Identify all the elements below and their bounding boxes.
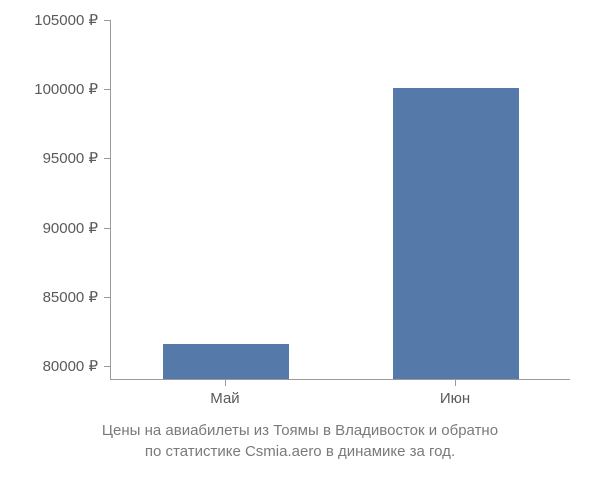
x-tick-mark [455,380,456,386]
chart-container: Цены на авиабилеты из Тоямы в Владивосто… [0,0,600,500]
caption-line1: Цены на авиабилеты из Тоямы в Владивосто… [102,422,498,439]
y-tick-label: 105000 ₽ [34,11,98,29]
y-tick-label: 85000 ₽ [43,288,98,306]
x-tick-mark [225,380,226,386]
y-tick-mark [104,89,110,90]
chart-caption: Цены на авиабилеты из Тоямы в Владивосто… [0,420,600,462]
bar [163,344,290,379]
caption-line2: по статистике Csmia.aero в динамике за г… [145,443,455,460]
bar [393,88,520,379]
x-tick-label: Май [210,390,239,407]
y-tick-mark [104,158,110,159]
y-tick-mark [104,20,110,21]
y-tick-label: 90000 ₽ [43,219,98,237]
plot-area [110,20,570,380]
y-tick-label: 100000 ₽ [34,80,98,98]
x-tick-label: Июн [440,390,470,407]
y-tick-label: 80000 ₽ [43,357,98,375]
y-tick-mark [104,366,110,367]
y-tick-mark [104,228,110,229]
y-tick-mark [104,297,110,298]
y-tick-label: 95000 ₽ [43,149,98,167]
